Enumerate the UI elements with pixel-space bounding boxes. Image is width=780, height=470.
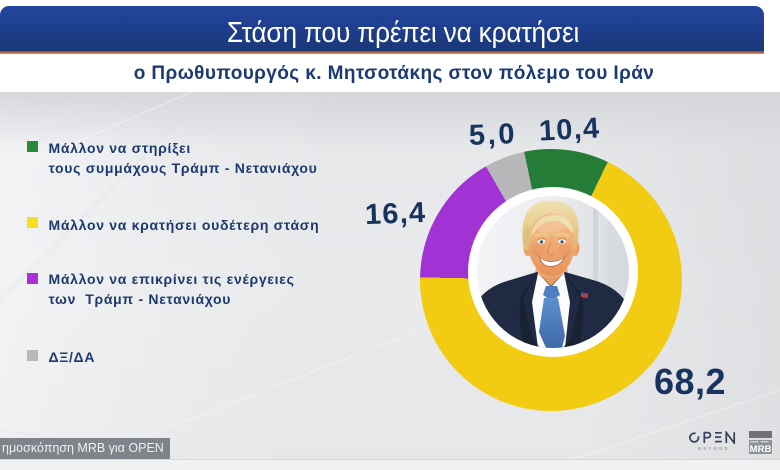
svg-text:MRB: MRB [750,444,772,454]
